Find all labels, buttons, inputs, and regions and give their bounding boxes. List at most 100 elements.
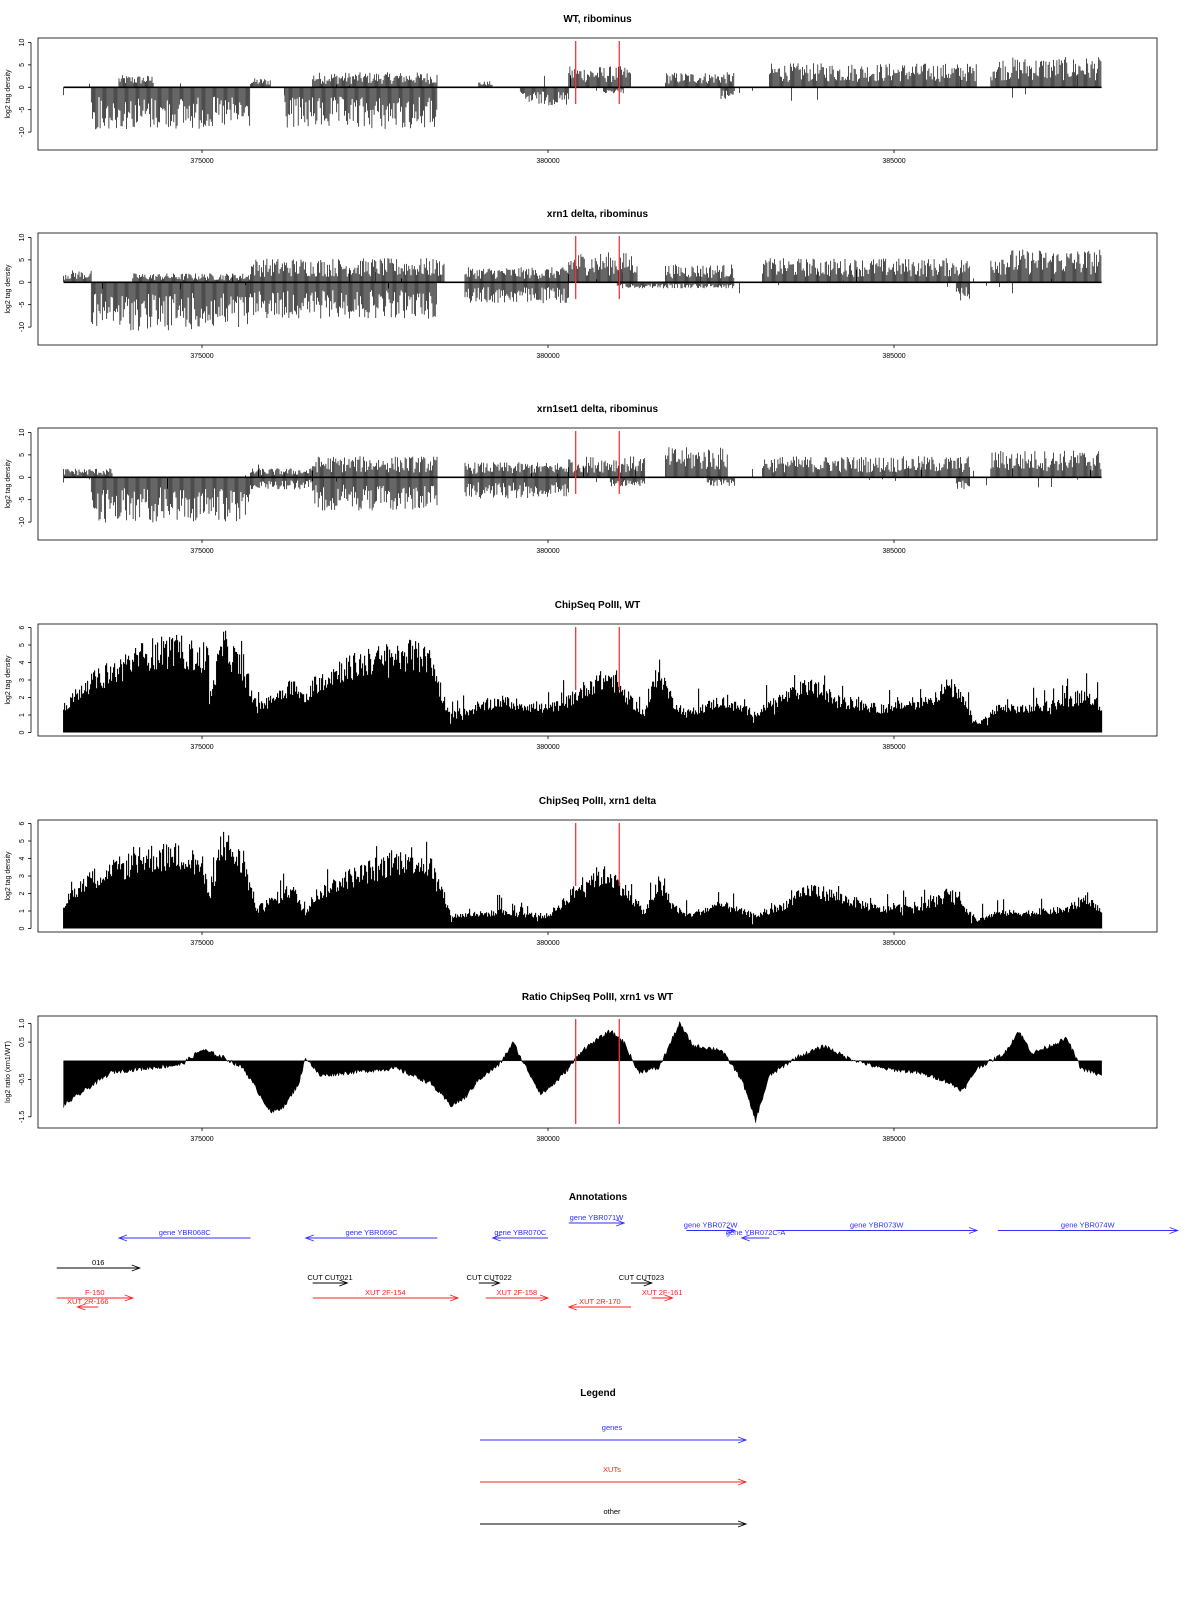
feature-arrow-head	[76, 1303, 86, 1311]
y-tick-label: -10	[19, 322, 26, 332]
y-tick-label: 4	[19, 856, 26, 860]
x-tick-label: 375000	[190, 1136, 213, 1143]
y-tick-label: 0	[19, 280, 26, 284]
gene-feature: gene YBR069C	[304, 1228, 438, 1242]
x-tick-label: 375000	[190, 158, 213, 165]
feature-label: gene YBR073W	[850, 1221, 905, 1230]
y-tick-label: 10	[19, 428, 26, 436]
annotations-title: Annotations	[569, 1192, 628, 1203]
panel-title: ChipSeq PolII, xrn1 delta	[539, 796, 657, 807]
xut-feature: F-150	[56, 1288, 135, 1302]
y-tick-label: -0.5	[19, 1073, 26, 1085]
y-tick-label: -5	[19, 301, 26, 307]
feature-arrow-head	[539, 1294, 550, 1302]
y-tick-label: 0	[19, 926, 26, 930]
feature-label: gene YBR069C	[346, 1228, 399, 1237]
feature-label: gene YBR072W	[684, 1221, 739, 1230]
feature-arrow-head	[339, 1279, 349, 1287]
panel-frame	[37, 37, 1158, 151]
feature-label: gene YBR070C	[494, 1228, 547, 1237]
xut-feature: XUT 2R-170	[567, 1297, 632, 1311]
y-tick-label: 6	[19, 625, 26, 629]
feature-label: CUT CUT023	[619, 1273, 664, 1282]
gene-feature: gene YBR074W	[997, 1221, 1180, 1234]
y-tick-label: 5	[19, 63, 26, 67]
feature-label: XUT 2R-170	[579, 1297, 621, 1306]
panel-xrn1-ribominus: xrn1 delta, ribominus log2 tag density -10…	[5, 209, 1158, 360]
feature-label: 016	[92, 1258, 105, 1267]
coverage-area	[63, 831, 1103, 929]
feature-label: XUT 2F-154	[365, 1288, 406, 1297]
y-tick-label: 6	[19, 821, 26, 825]
legend-item-arrowhead	[737, 1478, 748, 1486]
legend-title: Legend	[580, 1388, 616, 1399]
xut-feature: XUT 2F-154	[312, 1288, 460, 1302]
legend-item-arrowhead	[737, 1520, 748, 1528]
feature-label: F-150	[85, 1288, 105, 1297]
feature-label: gene YBR068C	[159, 1228, 212, 1237]
gene-feature: gene YBR071W	[568, 1213, 626, 1227]
other-feature: CUT CUT022	[467, 1273, 512, 1287]
panel-xrn1set1-ribominus: xrn1set1 delta, ribominus log2 tag densit…	[5, 404, 1158, 555]
coverage-area	[63, 630, 1103, 733]
x-tick-label: 385000	[882, 744, 905, 751]
y-tick-label: -1.5	[19, 1111, 26, 1123]
feature-label: XUT 2F-161	[642, 1288, 683, 1297]
feature-arrow-head	[567, 1303, 577, 1311]
gene-feature: gene YBR068C	[117, 1228, 251, 1242]
panel-chipseq-wt: ChipSeq PolII, WT log2 tag density 0 1 2 3 4 5 6…	[5, 600, 1158, 751]
panel-frame	[37, 232, 1158, 346]
y-axis-label: log2 tag density	[5, 459, 12, 509]
x-tick-label: 375000	[190, 353, 213, 360]
y-tick-label: 1	[19, 713, 26, 717]
x-tick-label: 385000	[882, 1136, 905, 1143]
feature-arrow-head	[726, 1227, 737, 1234]
gene-feature: gene YBR070C	[491, 1228, 548, 1242]
x-tick-label: 375000	[190, 548, 213, 555]
xut-feature: XUT 2F-161	[642, 1288, 683, 1302]
panel-title: xrn1 delta, ribominus	[547, 209, 649, 220]
panel-frame	[37, 1015, 1158, 1129]
legend-item-label: genes	[602, 1423, 623, 1432]
density-bars	[63, 249, 1102, 331]
xut-feature: XUT 2F-158	[485, 1288, 550, 1302]
feature-arrow-head	[664, 1294, 674, 1302]
legend-item-arrowhead	[737, 1436, 748, 1444]
y-tick-label: 2	[19, 891, 26, 895]
feature-arrow-head	[491, 1234, 501, 1242]
feature-label: gene YBR071W	[570, 1213, 625, 1222]
y-tick-label: 5	[19, 453, 26, 457]
feature-arrow-head	[615, 1219, 626, 1227]
x-tick-label: 385000	[882, 353, 905, 360]
legend-item-XUTs: XUTs	[480, 1465, 748, 1486]
gene-feature: gene YBR073W	[776, 1221, 979, 1234]
y-tick-label: -5	[19, 106, 26, 112]
y-axis-label: log2 ratio (xrn1/WT)	[5, 1041, 12, 1103]
panel-title: ChipSeq PolII, WT	[555, 600, 641, 611]
other-feature: CUT CUT023	[619, 1273, 664, 1287]
x-tick-label: 375000	[190, 940, 213, 947]
legend-item-label: other	[603, 1507, 621, 1516]
feature-label: CUT CUT021	[307, 1273, 352, 1282]
y-tick-label: -10	[19, 517, 26, 527]
y-axis-label: log2 tag density	[5, 851, 12, 901]
legend-item-other: other	[480, 1507, 748, 1528]
x-tick-label: 380000	[536, 744, 559, 751]
feature-arrow-head	[131, 1264, 142, 1272]
y-tick-label: 2	[19, 695, 26, 699]
feature-arrow-head	[449, 1294, 460, 1302]
x-tick-label: 385000	[882, 548, 905, 555]
feature-arrow-head	[1169, 1227, 1180, 1234]
x-tick-label: 385000	[882, 940, 905, 947]
y-axis-label: log2 tag density	[5, 69, 12, 119]
feature-label: gene YBR072C-A	[726, 1228, 785, 1237]
panel-title: Ratio ChipSeq PolII, xrn1 vs WT	[522, 992, 673, 1003]
density-bars	[63, 447, 1102, 523]
x-tick-label: 380000	[536, 1136, 559, 1143]
y-tick-label: 1	[19, 909, 26, 913]
legend-item-genes: genes	[480, 1423, 748, 1444]
panel-frame	[37, 427, 1158, 541]
x-tick-label: 380000	[536, 548, 559, 555]
feature-arrow-head	[491, 1279, 501, 1287]
